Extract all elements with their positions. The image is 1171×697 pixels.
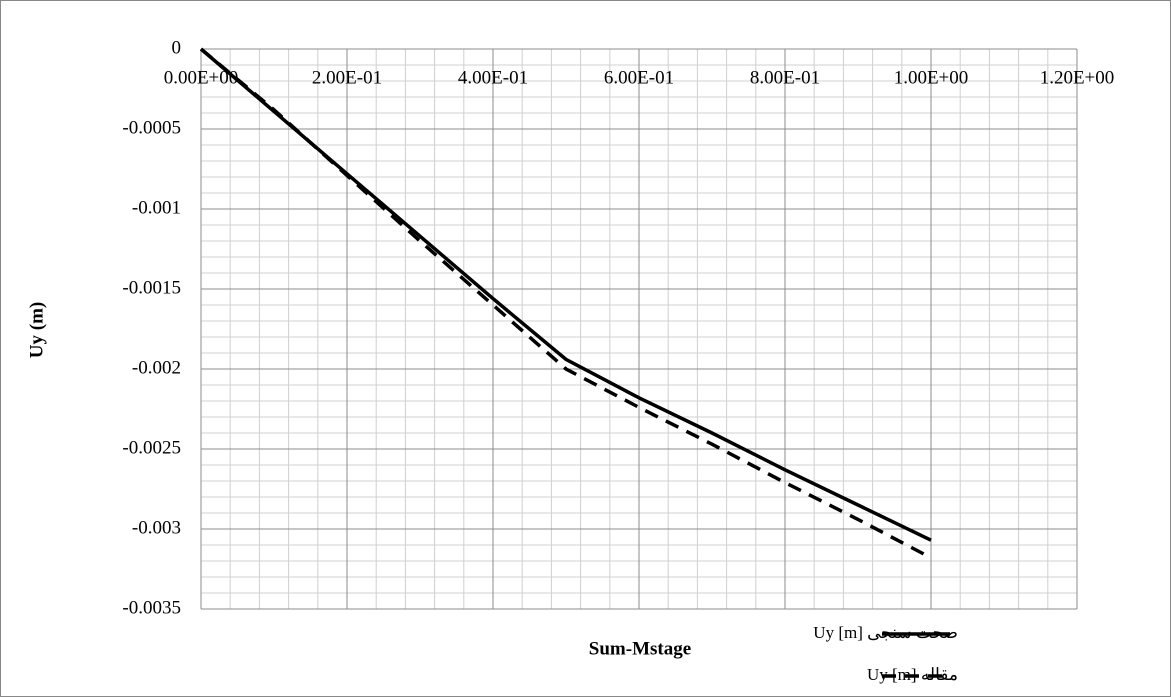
- x-tick-label: 8.00E-01: [750, 67, 820, 88]
- x-tick-label: 2.00E-01: [312, 67, 382, 88]
- series-line: [199, 47, 932, 542]
- legend-label: صحت سنجی Uy [m]: [813, 623, 958, 642]
- x-tick-label: 6.00E-01: [604, 67, 674, 88]
- y-tick-label: -0.0005: [122, 117, 181, 138]
- y-tick-label: 0: [172, 37, 182, 58]
- y-tick-label: -0.0015: [122, 277, 181, 298]
- y-tick-label: -0.001: [132, 197, 181, 218]
- series-line: [199, 47, 932, 560]
- x-axis-label: Sum-Mstage: [589, 638, 691, 659]
- x-tick-label: 4.00E-01: [458, 67, 528, 88]
- y-tick-label: -0.003: [132, 517, 181, 538]
- y-axis-label: Uy (m): [26, 302, 47, 358]
- y-tick-label: -0.0035: [122, 597, 181, 618]
- x-tick-label: 0.00E+00: [164, 67, 239, 88]
- x-tick-label: 1.20E+00: [1040, 67, 1115, 88]
- x-tick-label: 1.00E+00: [894, 67, 969, 88]
- y-tick-label: -0.0025: [122, 437, 181, 458]
- legend-label: مقاله Uy [m]: [867, 665, 958, 684]
- y-tick-label: -0.002: [132, 357, 181, 378]
